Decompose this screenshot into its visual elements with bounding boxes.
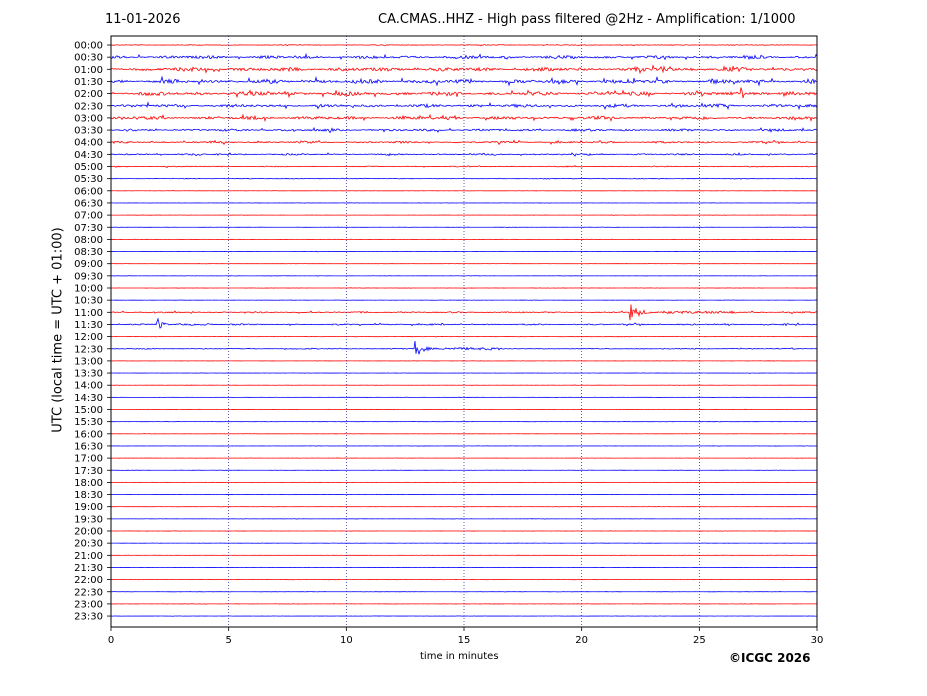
y-tick-label: 13:30 xyxy=(74,369,103,380)
trace-1500 xyxy=(110,408,818,411)
y-tick-label: 18:30 xyxy=(74,490,103,501)
trace-1730 xyxy=(110,469,818,471)
y-tick-label: 05:30 xyxy=(74,174,103,185)
y-tick-label: 23:00 xyxy=(74,599,103,610)
chart-title: CA.CMAS..HHZ - High pass filtered @2Hz -… xyxy=(378,12,796,27)
y-tick-label: 19:00 xyxy=(74,502,103,513)
x-tick-label: 15 xyxy=(458,635,471,646)
y-tick-label: 12:30 xyxy=(74,344,103,355)
y-tick-label: 03:00 xyxy=(74,113,103,124)
y-tick-label: 12:00 xyxy=(74,332,103,343)
y-tick-label: 00:30 xyxy=(74,53,103,64)
y-tick-label: 09:00 xyxy=(74,259,103,270)
trace-0530 xyxy=(110,177,818,180)
y-tick-label: 20:00 xyxy=(74,527,103,538)
y-tick-label: 13:00 xyxy=(74,356,103,367)
y-tick-label: 11:30 xyxy=(74,320,103,331)
x-tick-label: 10 xyxy=(340,635,353,646)
trace-0430 xyxy=(110,152,818,157)
y-tick-label: 02:30 xyxy=(74,101,103,112)
y-tick-label: 21:00 xyxy=(74,551,103,562)
y-tick-label: 06:00 xyxy=(74,186,103,197)
y-tick-label: 08:00 xyxy=(74,235,103,246)
y-tick-label: 00:00 xyxy=(74,41,103,52)
y-tick-label: 04:30 xyxy=(74,150,103,161)
x-ticks: 0 5 10 15 20 25 30 xyxy=(108,627,824,646)
grid-layer xyxy=(228,36,700,627)
y-tick-label: 19:30 xyxy=(74,514,103,525)
y-tick-label: 07:30 xyxy=(74,223,103,234)
trace-1130 xyxy=(110,317,818,329)
plot-frame xyxy=(110,35,818,628)
trace-0500 xyxy=(110,164,818,169)
y-tick-label: 03:30 xyxy=(74,126,103,137)
y-tick-label: 04:00 xyxy=(74,138,103,149)
trace-0330 xyxy=(110,126,818,134)
x-tick-label: 25 xyxy=(693,635,706,646)
y-tick-label: 18:00 xyxy=(74,478,103,489)
x-tick-label: 20 xyxy=(575,635,588,646)
trace-1330 xyxy=(110,372,818,374)
copyright-label: ©ICGC 2026 xyxy=(729,651,811,665)
y-tick-label: 09:30 xyxy=(74,271,103,282)
y-tick-label: 10:00 xyxy=(74,284,103,295)
x-tick-label: 0 xyxy=(108,635,114,646)
date-label: 11-01-2026 xyxy=(105,12,181,27)
x-tick-label: 5 xyxy=(225,635,231,646)
x-axis-label: time in minutes xyxy=(420,651,499,662)
y-tick-label: 21:30 xyxy=(74,563,103,574)
y-tick-label: 22:00 xyxy=(74,575,103,586)
y-tick-label: 08:30 xyxy=(74,247,103,258)
trace-0030 xyxy=(110,52,818,61)
trace-1900 xyxy=(110,506,818,508)
y-tick-label: 11:00 xyxy=(74,308,103,319)
y-tick-label: 15:30 xyxy=(74,417,103,428)
y-tick-label: 02:00 xyxy=(74,89,103,100)
y-tick-label: 14:00 xyxy=(74,381,103,392)
x-tick-label: 30 xyxy=(811,635,824,646)
y-tick-label: 20:30 xyxy=(74,539,103,550)
y-tick-label: 16:00 xyxy=(74,429,103,440)
y-tick-label: 06:30 xyxy=(74,198,103,209)
y-tick-label: 23:30 xyxy=(74,612,103,623)
y-tick-label: 17:00 xyxy=(74,454,103,465)
y-tick-label: 01:30 xyxy=(74,77,103,88)
trace-1530 xyxy=(110,420,818,423)
y-tick-label: 10:30 xyxy=(74,296,103,307)
trace-1230 xyxy=(110,340,818,355)
trace-0730 xyxy=(110,226,818,228)
y-tick-label: 01:00 xyxy=(74,65,103,76)
y-tick-label: 15:00 xyxy=(74,405,103,416)
y-tick-label: 14:30 xyxy=(74,393,103,404)
trace-0400 xyxy=(110,139,818,146)
y-tick-label: 22:30 xyxy=(74,587,103,598)
y-tick-label: 05:00 xyxy=(74,162,103,173)
y-tick-label: 16:30 xyxy=(74,441,103,452)
y-tick-label: 17:30 xyxy=(74,466,103,477)
y-tick-label: 07:00 xyxy=(74,211,103,222)
trace-0200 xyxy=(110,87,818,99)
